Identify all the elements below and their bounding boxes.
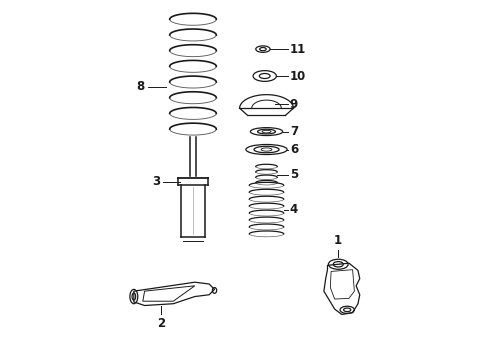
Text: 8: 8 (136, 80, 145, 93)
Text: 1: 1 (334, 234, 343, 247)
Text: 10: 10 (290, 69, 306, 82)
Text: 5: 5 (290, 168, 298, 181)
Text: 9: 9 (290, 98, 298, 111)
Text: 4: 4 (290, 203, 298, 216)
Text: 11: 11 (290, 42, 306, 55)
Text: 6: 6 (290, 143, 298, 156)
Text: 3: 3 (152, 175, 160, 188)
Text: 2: 2 (157, 317, 165, 330)
Text: 7: 7 (290, 125, 298, 138)
